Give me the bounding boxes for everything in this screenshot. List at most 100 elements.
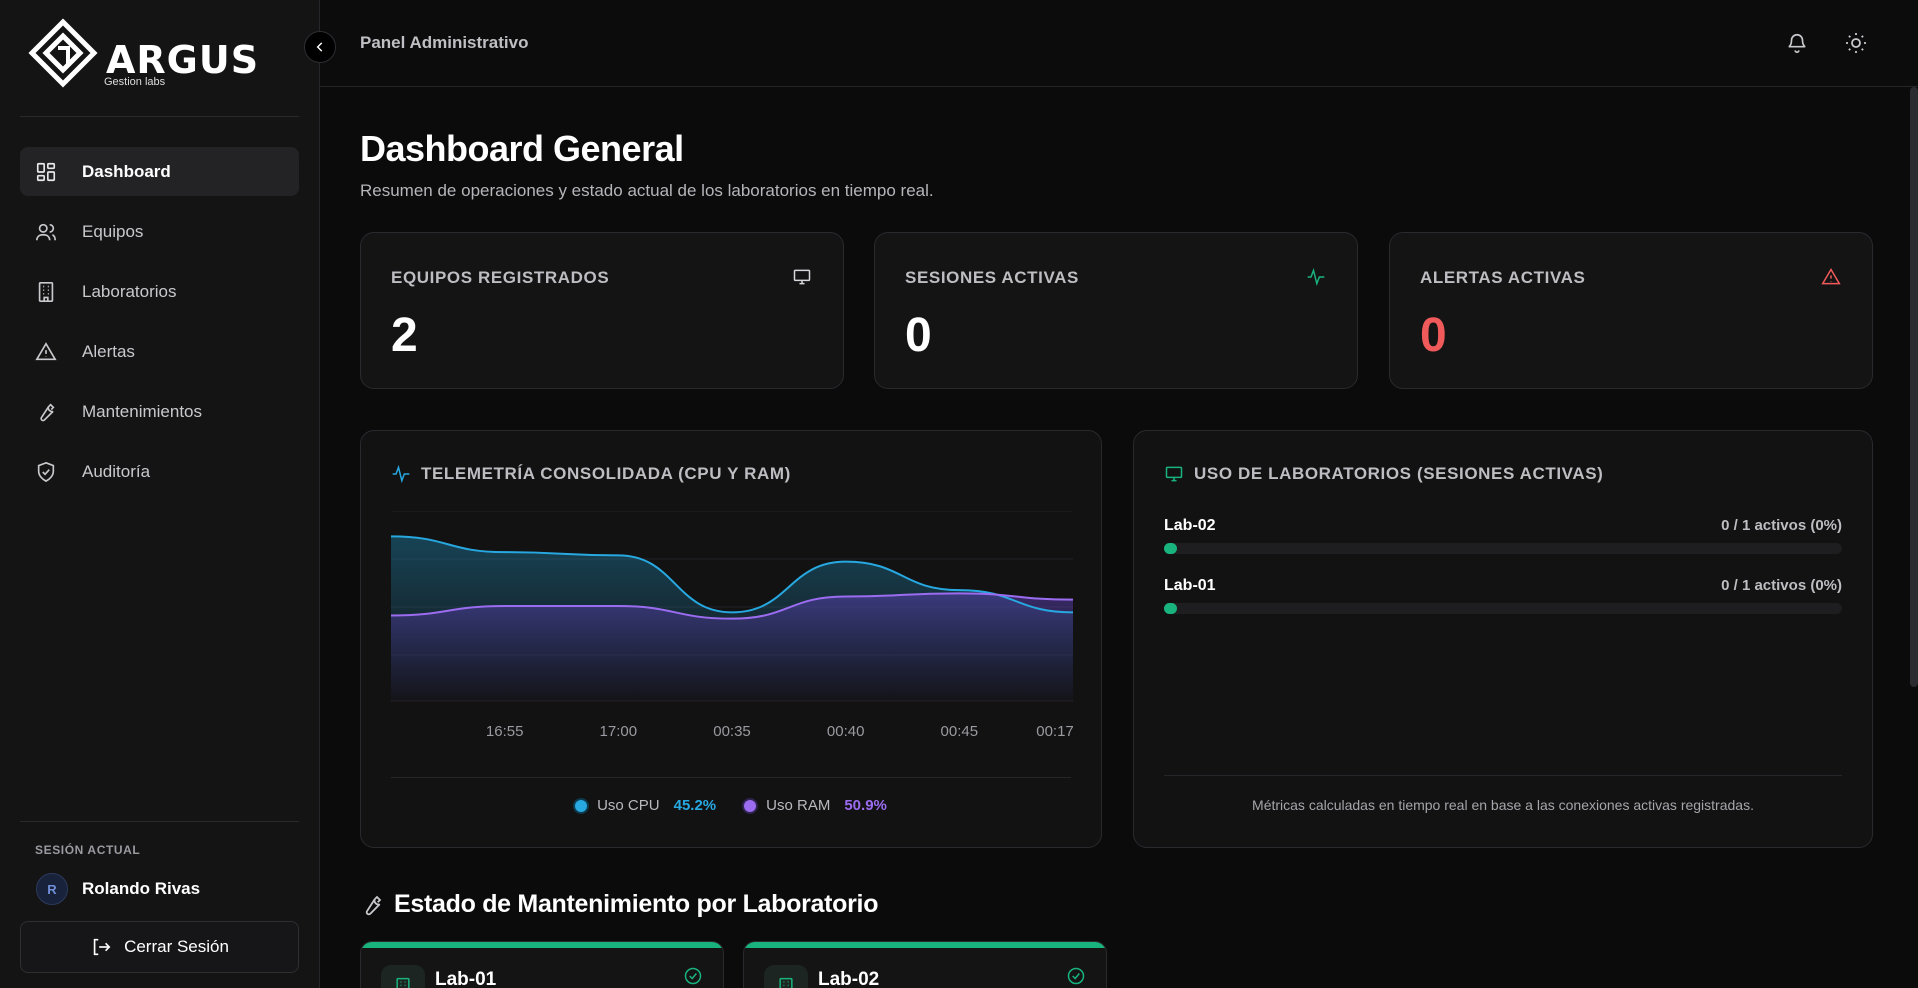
x-tick-label: 00:35 (713, 723, 751, 740)
activity-icon (391, 464, 411, 484)
page-title: Dashboard General (360, 128, 684, 169)
stat-card-alertas: ALERTAS ACTIVAS 0 (1389, 232, 1873, 389)
sidebar-nav: Dashboard Equipos Laboratorios Alertas M… (20, 147, 299, 507)
sidebar-item-label: Dashboard (82, 161, 171, 181)
stat-value: 0 (905, 309, 932, 362)
building-icon (34, 280, 58, 304)
brand-subtitle: Gestion labs (104, 76, 166, 88)
monitor-icon (1164, 464, 1184, 484)
activity-icon (1305, 266, 1327, 288)
legend-value: 45.2% (673, 797, 717, 814)
ram-series-line (391, 592, 1073, 620)
ram-dot (744, 799, 757, 812)
labs-usage-title: USO DE LABORATORIOS (SESIONES ACTIVAS) (1164, 464, 1603, 484)
sidebar-item-label: Mantenimientos (82, 401, 203, 421)
labs-usage-title-text: USO DE LABORATORIOS (SESIONES ACTIVAS) (1194, 464, 1604, 483)
lab-progress-fill (1164, 603, 1177, 614)
x-tick-label: 16:55 (485, 723, 524, 740)
stat-value: 2 (391, 309, 418, 362)
legend-value: 50.9% (844, 797, 887, 814)
telemetry-title: TELEMETRÍA CONSOLIDADA (CPU Y RAM) (391, 464, 791, 484)
logout-button[interactable]: Cerrar Sesión (20, 921, 299, 973)
building-icon (764, 965, 808, 988)
theme-toggle-button[interactable] (1843, 30, 1869, 56)
session-label: SESIÓN ACTUAL (35, 843, 141, 857)
panel-divider (1164, 775, 1842, 776)
session-divider (20, 821, 299, 822)
maintenance-card-lab-02[interactable]: Lab-02 (743, 941, 1107, 988)
stat-card-equipos: EQUIPOS REGISTRADOS 2 (360, 232, 844, 389)
lab-name: Lab-02 (1164, 517, 1216, 534)
labs-usage-note: Métricas calculadas en tiempo real en ba… (1252, 797, 1754, 813)
legend-item-cpu[interactable]: Uso CPU 45.2% (575, 797, 716, 814)
sidebar-divider (20, 116, 299, 117)
stat-value: 0 (1420, 309, 1447, 362)
stat-label: ALERTAS ACTIVAS (1420, 268, 1586, 287)
maintenance-title-text: Estado de Mantenimiento por Laboratorio (394, 890, 879, 918)
cpu-dot (575, 799, 588, 812)
sidebar-item-mantenimientos[interactable]: Mantenimientos (20, 387, 299, 436)
lab-progress-bar (1164, 603, 1842, 614)
sidebar-item-label: Auditoría (82, 461, 151, 481)
collapse-sidebar-button[interactable] (304, 31, 336, 63)
maintenance-section-title: Estado de Mantenimiento por Laboratorio (360, 890, 878, 919)
bell-icon (1788, 34, 1806, 53)
users-icon (34, 220, 58, 244)
sidebar-item-label: Alertas (82, 341, 135, 361)
notifications-button[interactable] (1784, 30, 1810, 56)
status-stripe (361, 942, 723, 948)
sidebar: ARGUS Gestion labs Dashboard Equipos Lab… (0, 0, 320, 988)
telemetry-chart (391, 511, 1073, 702)
lab-stat: 0 / 1 activos (0%) (1721, 517, 1842, 534)
telemetry-title-text: TELEMETRÍA CONSOLIDADA (CPU Y RAM) (421, 464, 791, 483)
shield-check-icon (34, 460, 58, 484)
argus-logo[interactable]: ARGUS Gestion labs (28, 18, 268, 90)
sidebar-item-dashboard[interactable]: Dashboard (20, 147, 299, 196)
sidebar-item-label: Equipos (82, 221, 144, 241)
sidebar-item-equipos[interactable]: Equipos (20, 207, 299, 256)
alert-triangle-icon (1820, 266, 1842, 288)
argus-logo-icon (28, 18, 98, 88)
check-circle-icon (1066, 966, 1086, 986)
status-stripe (744, 942, 1106, 948)
x-tick-label: 00:17 (1036, 723, 1074, 740)
wrench-icon (360, 893, 384, 917)
lab-progress-bar (1164, 543, 1842, 554)
logout-icon (90, 936, 112, 958)
top-bar: Panel Administrativo (320, 0, 1918, 87)
chart-legend: Uso CPU 45.2% Uso RAM 50.9% (361, 797, 1101, 814)
stat-card-sesiones: SESIONES ACTIVAS 0 (874, 232, 1358, 389)
sun-icon (1846, 33, 1866, 53)
sidebar-item-auditoria[interactable]: Auditoría (20, 447, 299, 496)
monitor-icon (791, 266, 813, 288)
stat-label: EQUIPOS REGISTRADOS (391, 268, 610, 287)
x-tick-label: 17:00 (599, 723, 638, 740)
legend-item-ram[interactable]: Uso RAM 50.9% (744, 797, 887, 814)
x-tick-label: 00:45 (940, 723, 979, 740)
dashboard-icon (34, 160, 58, 184)
sidebar-item-laboratorios[interactable]: Laboratorios (20, 267, 299, 316)
lab-stat: 0 / 1 activos (0%) (1721, 577, 1842, 594)
warning-icon (34, 340, 58, 364)
lab-name: Lab-01 (1164, 577, 1216, 594)
sidebar-item-alertas[interactable]: Alertas (20, 327, 299, 376)
ram-area (391, 593, 1073, 701)
telemetry-panel: TELEMETRÍA CONSOLIDADA (CPU Y RAM) 16:55… (360, 430, 1102, 848)
page-subtitle: Resumen de operaciones y estado actual d… (360, 181, 934, 200)
check-circle-icon (683, 966, 703, 986)
logout-label: Cerrar Sesión (124, 937, 229, 956)
brand-name: ARGUS (106, 38, 260, 82)
legend-label: Uso CPU (597, 797, 660, 814)
legend-label: Uso RAM (766, 797, 831, 814)
avatar[interactable]: R (36, 873, 68, 905)
header-title: Panel Administrativo (360, 33, 529, 52)
stat-label: SESIONES ACTIVAS (905, 268, 1079, 287)
x-tick-label: 00:40 (826, 723, 865, 740)
wrench-icon (34, 400, 58, 424)
main-scrollbar[interactable] (1910, 87, 1918, 687)
lab-progress-fill (1164, 543, 1177, 554)
sidebar-item-label: Laboratorios (82, 281, 177, 301)
maintenance-card-lab-01[interactable]: Lab-01 (360, 941, 724, 988)
chevron-left-icon (316, 42, 323, 52)
labs-usage-panel: USO DE LABORATORIOS (SESIONES ACTIVAS) L… (1133, 430, 1873, 848)
